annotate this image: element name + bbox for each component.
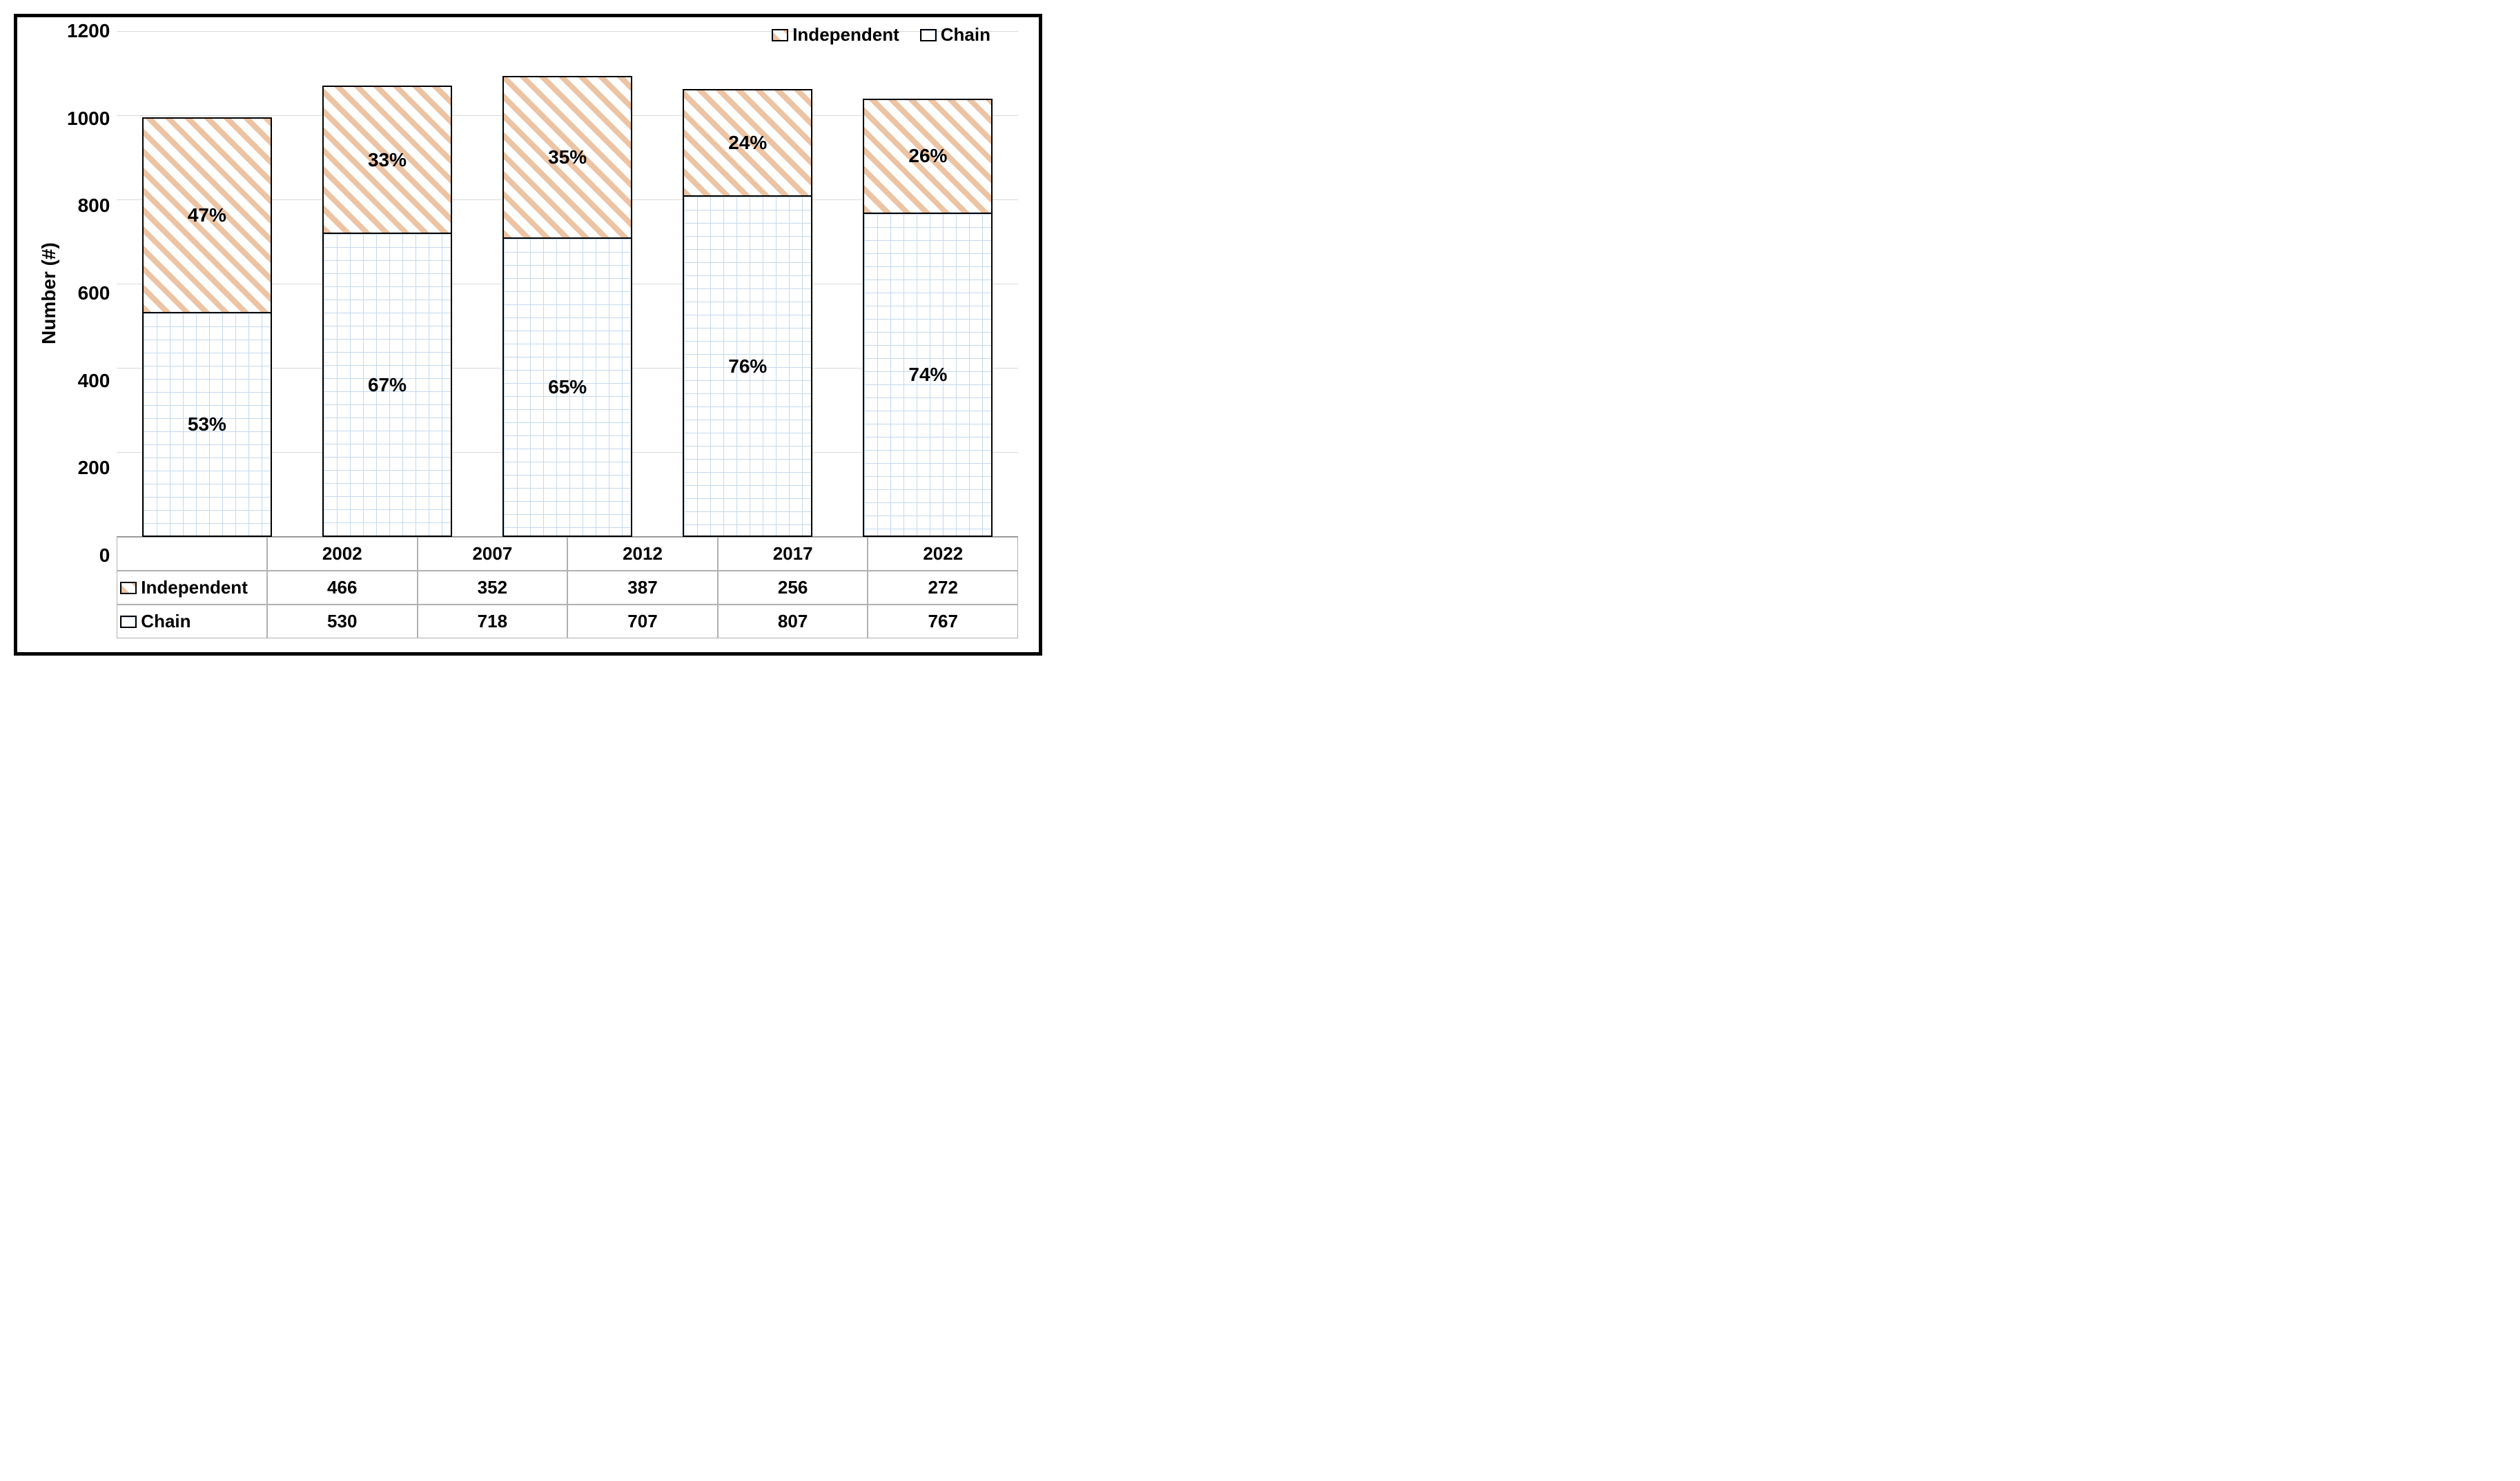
bar-segment-pct-label: 76% (728, 355, 767, 377)
bar-segment-pct-label: 35% (548, 146, 587, 168)
bar-stack: 35% 65% (502, 76, 632, 537)
bar-segment-independent: 47% (142, 117, 272, 314)
data-table-cell: 466 (267, 571, 418, 605)
plot-area: 47% 53% 33% 67% 35% 65% 24% 76% 26% 74% (117, 31, 1018, 537)
bar-column: 33% 67% (297, 31, 477, 537)
bar-segment-pct-label: 26% (908, 145, 947, 167)
bars-row: 47% 53% 33% 67% 35% 65% 24% 76% 26% 74% (117, 31, 1018, 537)
bar-segment-chain: 65% (502, 239, 632, 537)
y-axis-ticks: 1200 1000 800 600 400 200 0 (67, 31, 117, 556)
chart-container: Number (#) 1200 1000 800 600 400 200 0 I… (14, 14, 1042, 656)
bar-segment-independent: 35% (502, 76, 632, 239)
swatch-independent-icon (120, 582, 137, 594)
legend-swatch-chain (920, 29, 937, 41)
data-table-cell: 272 (868, 571, 1018, 605)
bar-segment-pct-label: 33% (368, 149, 407, 171)
bar-segment-independent: 26% (863, 99, 993, 213)
bar-segment-chain: 74% (863, 214, 993, 537)
data-table-cell: 256 (718, 571, 868, 605)
legend-item-independent: Independent (772, 24, 899, 46)
data-table-row-chain: Chain 530 718 707 807 767 (117, 605, 1018, 638)
y-axis-label: Number (#) (31, 31, 67, 556)
series-name: Independent (141, 577, 248, 598)
data-table: 2002 2007 2012 2017 2022 Independent 466… (117, 537, 1018, 638)
bar-segment-pct-label: 74% (908, 364, 947, 386)
data-table-corner (117, 537, 267, 571)
bar-column: 47% 53% (117, 31, 297, 537)
data-table-cell: 807 (718, 605, 868, 638)
data-table-header: 2002 (267, 537, 418, 571)
bar-segment-chain: 76% (683, 197, 812, 537)
legend-swatch-independent (772, 29, 788, 41)
bar-column: 26% 74% (838, 31, 1018, 537)
data-table-cell: 352 (418, 571, 568, 605)
data-table-row-independent: Independent 466 352 387 256 272 (117, 571, 1018, 605)
legend-label: Chain (941, 24, 990, 46)
bar-stack: 26% 74% (863, 99, 993, 537)
bar-segment-independent: 24% (683, 89, 812, 197)
data-table-header: 2022 (868, 537, 1018, 571)
data-table-cell: 387 (567, 571, 718, 605)
bar-segment-chain: 67% (322, 234, 452, 537)
legend-label: Independent (792, 24, 899, 46)
bar-segment-pct-label: 24% (728, 132, 767, 154)
data-table-cell: 767 (868, 605, 1018, 638)
bar-segment-pct-label: 47% (188, 204, 226, 226)
data-table-header-row: 2002 2007 2012 2017 2022 (117, 537, 1018, 571)
bar-segment-independent: 33% (322, 86, 452, 234)
legend-item-chain: Chain (920, 24, 990, 46)
plot-wrapper: Independent Chain (117, 31, 1018, 638)
data-table-cell: 530 (267, 605, 418, 638)
swatch-chain-icon (120, 616, 137, 628)
bar-stack: 47% 53% (142, 117, 272, 537)
data-table-series-label: Independent (117, 571, 267, 605)
bar-segment-chain: 53% (142, 313, 272, 537)
bar-stack: 33% 67% (322, 86, 452, 537)
bar-stack: 24% 76% (683, 89, 812, 537)
bar-segment-pct-label: 65% (548, 376, 587, 398)
bar-column: 35% 65% (478, 31, 658, 537)
chart-body: Number (#) 1200 1000 800 600 400 200 0 I… (31, 31, 1018, 638)
chart-legend: Independent Chain (772, 24, 990, 46)
data-table-header: 2007 (418, 537, 568, 571)
bar-column: 24% 76% (658, 31, 838, 537)
bar-segment-pct-label: 53% (188, 413, 226, 435)
data-table-header: 2012 (567, 537, 718, 571)
data-table-header: 2017 (718, 537, 868, 571)
bar-segment-pct-label: 67% (368, 374, 407, 396)
data-table-cell: 718 (418, 605, 568, 638)
series-name: Chain (141, 611, 191, 632)
data-table-series-label: Chain (117, 605, 267, 638)
data-table-cell: 707 (567, 605, 718, 638)
